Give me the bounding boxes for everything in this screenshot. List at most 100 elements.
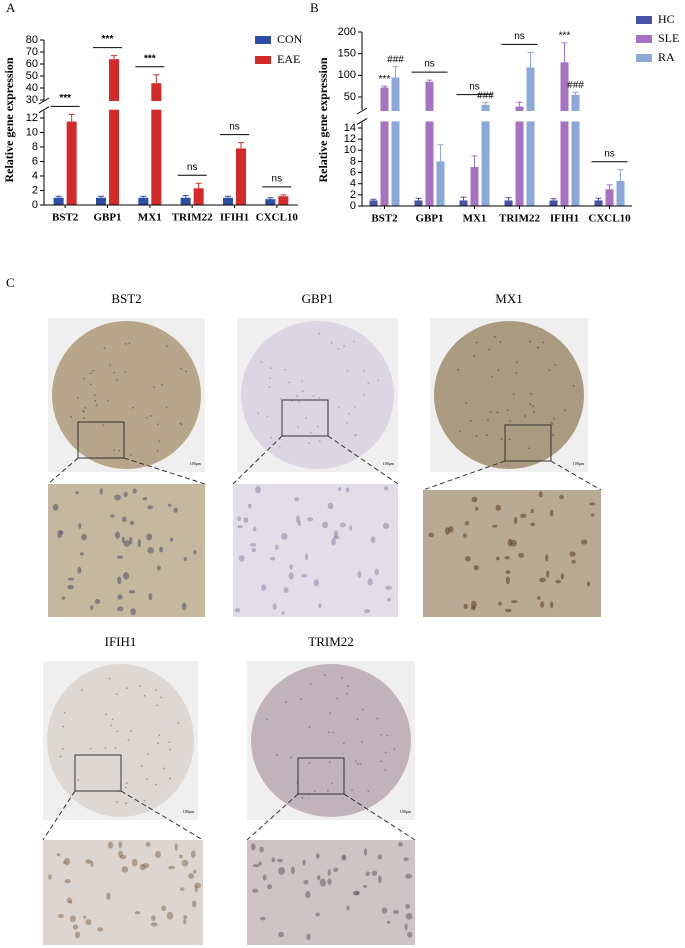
cell bbox=[316, 875, 321, 881]
cell bbox=[56, 852, 61, 857]
cell bbox=[59, 755, 62, 758]
cell bbox=[491, 376, 493, 378]
scale-bar: 100μm bbox=[190, 461, 202, 466]
cell bbox=[61, 596, 66, 600]
scale-bar: 100μm bbox=[383, 461, 395, 466]
cell bbox=[349, 525, 353, 531]
zoom-box bbox=[74, 754, 122, 792]
cell bbox=[313, 579, 319, 587]
cell bbox=[380, 733, 383, 736]
x-tick-label: GBP1 bbox=[415, 213, 443, 225]
cell bbox=[346, 905, 350, 911]
cell bbox=[150, 915, 156, 921]
cell bbox=[94, 598, 101, 604]
cell bbox=[288, 381, 291, 384]
cell bbox=[125, 802, 128, 805]
cell bbox=[62, 725, 64, 728]
cell bbox=[183, 557, 187, 561]
error-bar bbox=[280, 194, 287, 197]
zoom-line bbox=[422, 460, 602, 491]
cell bbox=[157, 742, 159, 745]
cell bbox=[268, 386, 271, 388]
cell bbox=[257, 412, 260, 415]
bar bbox=[53, 197, 64, 205]
cell bbox=[260, 916, 266, 921]
cell bbox=[487, 418, 489, 421]
cell bbox=[156, 565, 161, 571]
bar bbox=[96, 197, 106, 205]
cell bbox=[364, 609, 371, 614]
cell bbox=[546, 570, 550, 578]
cell bbox=[531, 405, 534, 407]
legend-label: CON bbox=[277, 32, 303, 46]
cell bbox=[103, 347, 106, 350]
cell bbox=[470, 606, 476, 611]
error-bar bbox=[550, 198, 557, 201]
cell bbox=[276, 754, 278, 756]
y-tick-label: 4 bbox=[350, 178, 356, 190]
cell bbox=[306, 517, 314, 522]
cell bbox=[348, 412, 350, 415]
cell bbox=[295, 515, 301, 524]
cell bbox=[161, 383, 164, 386]
cell bbox=[491, 524, 498, 528]
cell bbox=[78, 523, 82, 530]
cell bbox=[356, 718, 359, 721]
cell bbox=[61, 747, 64, 750]
cell bbox=[309, 683, 312, 685]
cell bbox=[305, 417, 307, 419]
cell bbox=[69, 915, 76, 922]
scale-bar: 100μm bbox=[183, 809, 195, 814]
cell bbox=[322, 521, 329, 529]
cell bbox=[504, 608, 512, 613]
bar bbox=[436, 161, 445, 206]
x-tick-label: IFIH1 bbox=[220, 212, 249, 224]
cell bbox=[124, 370, 127, 373]
cell bbox=[194, 885, 198, 893]
cell bbox=[518, 552, 525, 558]
error-bar bbox=[392, 66, 399, 78]
cell bbox=[515, 371, 518, 374]
cell bbox=[278, 445, 281, 448]
cell bbox=[89, 747, 92, 750]
cell bbox=[106, 892, 111, 900]
image-label: IFIH1 bbox=[105, 634, 137, 649]
cell bbox=[347, 685, 350, 688]
cell bbox=[118, 841, 123, 849]
y-axis-label: Relative gene expression bbox=[316, 57, 330, 182]
cell bbox=[549, 509, 554, 517]
y-tick-label: 50 bbox=[344, 91, 356, 103]
cell bbox=[255, 485, 261, 494]
cell bbox=[111, 718, 114, 721]
cell bbox=[132, 406, 134, 409]
cell bbox=[337, 348, 340, 350]
cell bbox=[510, 600, 518, 604]
cell bbox=[509, 420, 512, 422]
y-tick-label: 2 bbox=[32, 184, 38, 196]
cell bbox=[354, 433, 357, 436]
cell bbox=[551, 422, 554, 425]
bar bbox=[616, 180, 625, 206]
legend-swatch bbox=[255, 36, 271, 44]
cell bbox=[104, 746, 107, 749]
cell bbox=[258, 861, 262, 866]
cell bbox=[326, 789, 329, 792]
y-axis-label: Relative gene expression bbox=[2, 57, 16, 182]
cell bbox=[278, 931, 284, 938]
cell bbox=[251, 547, 257, 553]
y-tick-label: 12 bbox=[344, 133, 356, 145]
cell bbox=[497, 369, 500, 372]
panel-label: A bbox=[6, 0, 16, 15]
cell bbox=[152, 386, 155, 389]
bar bbox=[193, 188, 204, 205]
y-tick-label: 200 bbox=[338, 26, 356, 38]
cell bbox=[158, 734, 161, 737]
cell bbox=[155, 783, 158, 786]
cell bbox=[114, 531, 121, 539]
cell bbox=[524, 415, 526, 417]
cell bbox=[465, 402, 468, 405]
cell bbox=[318, 332, 320, 335]
cell bbox=[278, 867, 285, 875]
error-bar bbox=[460, 196, 467, 201]
cell bbox=[386, 920, 391, 924]
